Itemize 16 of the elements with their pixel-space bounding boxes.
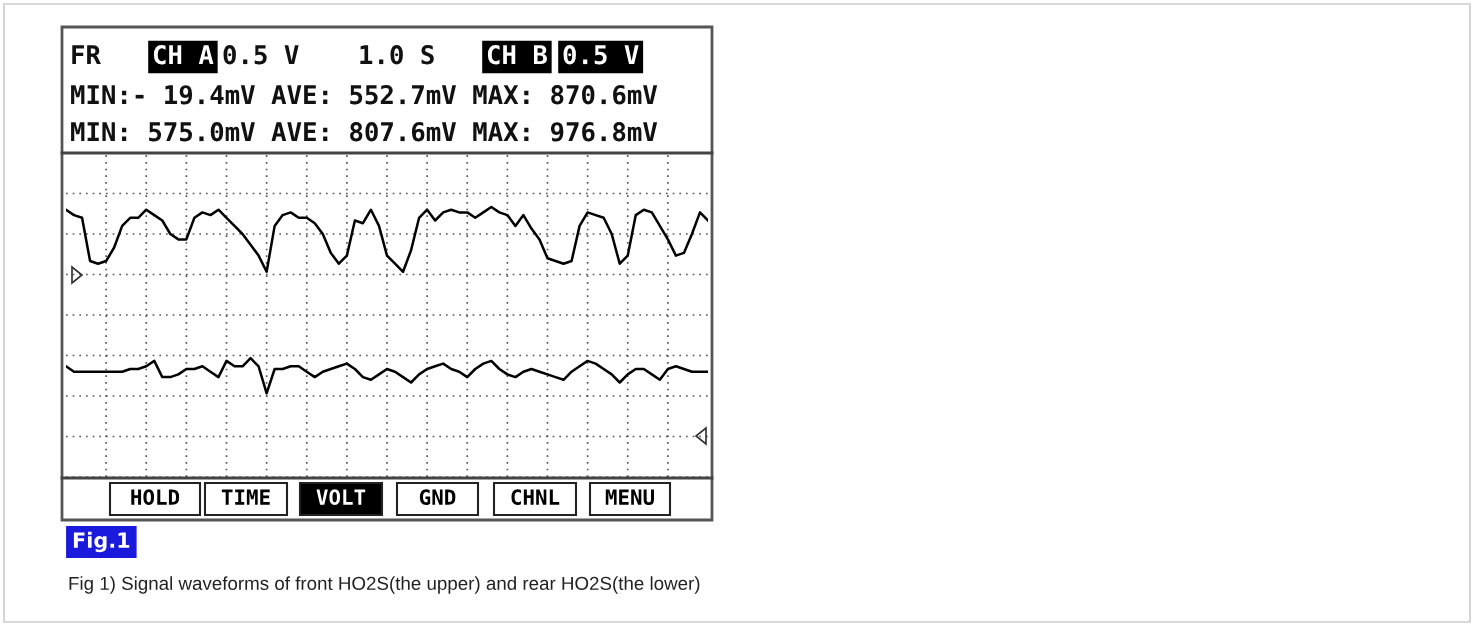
text: TIME bbox=[221, 489, 270, 505]
text: CH B bbox=[487, 45, 547, 65]
text: MENU bbox=[605, 489, 654, 506]
text: 1.0 S bbox=[360, 45, 434, 65]
text: 0.5 V bbox=[223, 45, 299, 65]
text: MIN: 575.0mV AVE: 807.6mV MAX: 976.8mV bbox=[71, 122, 658, 142]
text: MIN:- 19.4mV AVE: 552.7mV MAX: 870.6mV bbox=[71, 85, 658, 105]
text: VOLT bbox=[316, 489, 366, 506]
text: GND bbox=[419, 489, 456, 506]
text: CH A bbox=[153, 45, 214, 65]
text: CHNL bbox=[511, 489, 560, 506]
caption: Fig 1) Signal waveforms of front HO2S(the upper) and rear HO2S(the lower) bbox=[69, 576, 700, 594]
text: HOLD bbox=[131, 489, 180, 506]
text: 0.5 V bbox=[563, 45, 639, 65]
caption: Fig.1 bbox=[73, 531, 130, 553]
text: FR bbox=[72, 45, 101, 65]
